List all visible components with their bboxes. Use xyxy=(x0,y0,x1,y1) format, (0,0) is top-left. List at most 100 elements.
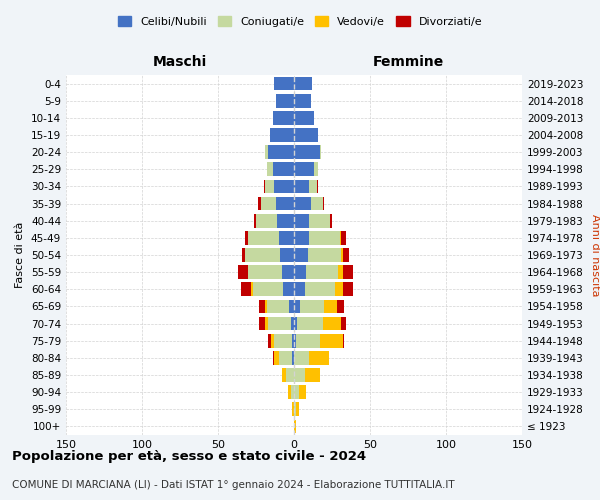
Bar xyxy=(265,316,268,330)
Bar xyxy=(343,282,353,296)
Bar xyxy=(294,386,299,399)
Bar xyxy=(292,402,294,416)
Bar xyxy=(294,316,297,330)
Bar xyxy=(311,196,323,210)
Bar xyxy=(300,300,325,314)
Bar xyxy=(341,231,346,244)
Text: COMUNE DI MARCIANA (LI) - Dati ISTAT 1° gennaio 2024 - Elaborazione TUTTITALIA.I: COMUNE DI MARCIANA (LI) - Dati ISTAT 1° … xyxy=(12,480,455,490)
Bar xyxy=(306,266,338,279)
Bar xyxy=(294,162,314,176)
Bar xyxy=(294,94,311,108)
Bar xyxy=(294,231,309,244)
Bar xyxy=(280,248,294,262)
Bar xyxy=(283,282,294,296)
Bar xyxy=(294,111,314,124)
Bar xyxy=(268,316,291,330)
Bar xyxy=(317,180,319,194)
Bar xyxy=(309,214,331,228)
Bar xyxy=(314,162,319,176)
Bar xyxy=(294,214,309,228)
Bar xyxy=(282,266,294,279)
Bar xyxy=(338,266,343,279)
Bar xyxy=(337,300,344,314)
Bar xyxy=(294,196,311,210)
Legend: Celibi/Nubili, Coniugati/e, Vedovi/e, Divorziati/e: Celibi/Nubili, Coniugati/e, Vedovi/e, Di… xyxy=(113,12,487,31)
Bar xyxy=(248,231,279,244)
Bar xyxy=(343,266,353,279)
Bar xyxy=(294,351,309,364)
Bar xyxy=(256,214,277,228)
Bar xyxy=(309,351,329,364)
Bar xyxy=(294,282,305,296)
Bar xyxy=(286,368,294,382)
Bar xyxy=(248,266,282,279)
Bar xyxy=(276,94,294,108)
Bar xyxy=(296,334,320,347)
Bar xyxy=(291,386,294,399)
Bar xyxy=(341,316,346,330)
Bar xyxy=(279,231,294,244)
Bar xyxy=(294,334,296,347)
Bar xyxy=(325,300,337,314)
Text: Femmine: Femmine xyxy=(373,55,443,69)
Bar xyxy=(294,248,308,262)
Bar xyxy=(291,316,294,330)
Bar xyxy=(294,128,319,142)
Text: Popolazione per età, sesso e stato civile - 2024: Popolazione per età, sesso e stato civil… xyxy=(12,450,366,463)
Bar xyxy=(265,146,268,159)
Bar xyxy=(294,368,305,382)
Bar xyxy=(294,146,320,159)
Bar xyxy=(289,300,294,314)
Bar xyxy=(308,248,341,262)
Bar xyxy=(268,334,271,347)
Bar xyxy=(343,248,349,262)
Bar xyxy=(294,76,312,90)
Bar xyxy=(271,334,274,347)
Bar xyxy=(265,180,274,194)
Bar xyxy=(305,368,320,382)
Bar xyxy=(335,282,343,296)
Bar xyxy=(253,282,283,296)
Bar xyxy=(257,196,260,210)
Bar xyxy=(294,266,306,279)
Bar xyxy=(251,282,253,296)
Bar xyxy=(309,231,340,244)
Bar xyxy=(277,214,294,228)
Bar xyxy=(292,351,294,364)
Bar xyxy=(323,316,341,330)
Bar xyxy=(292,334,294,347)
Bar xyxy=(296,402,299,416)
Bar xyxy=(299,386,306,399)
Bar xyxy=(320,334,343,347)
Bar xyxy=(294,402,296,416)
Bar xyxy=(279,351,292,364)
Bar xyxy=(241,282,251,296)
Bar xyxy=(263,180,265,194)
Bar xyxy=(273,351,274,364)
Bar xyxy=(320,146,322,159)
Bar xyxy=(323,196,325,210)
Bar xyxy=(266,300,289,314)
Bar xyxy=(269,128,294,142)
Bar xyxy=(242,248,245,262)
Bar xyxy=(294,300,300,314)
Bar xyxy=(274,76,294,90)
Bar xyxy=(266,162,273,176)
Bar xyxy=(343,334,344,347)
Bar xyxy=(276,196,294,210)
Bar xyxy=(294,420,296,434)
Y-axis label: Fasce di età: Fasce di età xyxy=(16,222,25,288)
Bar xyxy=(260,196,276,210)
Bar xyxy=(341,248,343,262)
Bar xyxy=(309,180,317,194)
Bar xyxy=(245,231,248,244)
Bar xyxy=(245,248,280,262)
Text: Maschi: Maschi xyxy=(153,55,207,69)
Bar xyxy=(274,180,294,194)
Bar xyxy=(268,146,294,159)
Bar xyxy=(254,214,256,228)
Bar xyxy=(259,316,265,330)
Bar xyxy=(282,368,286,382)
Bar xyxy=(288,386,291,399)
Bar xyxy=(297,316,323,330)
